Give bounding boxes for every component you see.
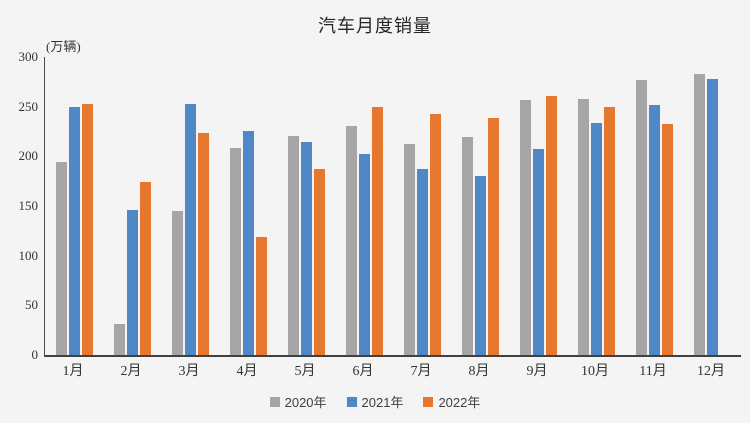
bar-2020年-10月 bbox=[577, 98, 589, 355]
bar-group-8月 bbox=[451, 57, 509, 355]
chart-title: 汽车月度销量 bbox=[318, 16, 432, 36]
legend-label-2020: 2020年 bbox=[284, 395, 327, 410]
bar-2022年-1月 bbox=[81, 103, 93, 355]
bar-2021年-10月 bbox=[590, 122, 602, 355]
legend-item-2022: 2022年 bbox=[423, 392, 480, 411]
plot-area bbox=[44, 57, 741, 357]
bar-2021年-7月 bbox=[416, 169, 428, 355]
bar-2021年-12月 bbox=[706, 78, 718, 355]
bar-2021年-4月 bbox=[242, 130, 254, 355]
bar-2022年-6月 bbox=[371, 106, 383, 355]
legend-swatch-2020 bbox=[269, 396, 280, 407]
x-tick-label-4月: 4月 bbox=[236, 364, 258, 379]
bar-2022年-8月 bbox=[487, 117, 499, 355]
legend: 2020年 2021年 2022年 bbox=[0, 392, 750, 411]
x-tick-label-8月: 8月 bbox=[468, 364, 490, 379]
legend-label-2021: 2021年 bbox=[361, 395, 404, 410]
legend-item-2020: 2020年 bbox=[269, 392, 327, 411]
bar-2020年-2月 bbox=[113, 324, 125, 355]
x-tick-label-3月: 3月 bbox=[178, 364, 200, 379]
bar-group-3月 bbox=[161, 57, 219, 355]
bar-group-11月 bbox=[625, 57, 683, 355]
y-tick-label: 150 bbox=[18, 198, 39, 213]
bar-2020年-11月 bbox=[635, 79, 647, 355]
legend-swatch-2021 bbox=[346, 396, 357, 407]
y-tick-label: 250 bbox=[18, 98, 39, 114]
x-tick-label-7月: 7月 bbox=[410, 364, 432, 379]
bar-2021年-9月 bbox=[532, 149, 544, 355]
bar-2021年-5月 bbox=[300, 142, 312, 355]
bar-2021年-1月 bbox=[68, 106, 80, 355]
x-tick-label-10月: 10月 bbox=[581, 364, 609, 379]
bar-2020年-12月 bbox=[693, 73, 705, 355]
bar-group-7月 bbox=[393, 57, 451, 355]
x-tick-label-11月: 11月 bbox=[639, 364, 667, 379]
bar-2021年-8月 bbox=[474, 176, 486, 355]
bar-group-1月 bbox=[45, 57, 103, 355]
bar-2020年-4月 bbox=[229, 148, 241, 355]
bar-2020年-8月 bbox=[461, 137, 473, 355]
bar-2022年-11月 bbox=[661, 123, 673, 355]
x-tick-label-9月: 9月 bbox=[526, 364, 548, 379]
bar-group-4月 bbox=[219, 57, 277, 355]
bar-2020年-1月 bbox=[55, 162, 67, 355]
bar-2021年-6月 bbox=[358, 154, 370, 355]
x-tick-label-6月: 6月 bbox=[352, 364, 374, 379]
bar-2021年-3月 bbox=[184, 103, 196, 355]
bar-group-10月 bbox=[567, 57, 625, 355]
bar-2021年-2月 bbox=[126, 209, 138, 355]
legend-item-2021: 2021年 bbox=[346, 392, 404, 411]
bar-group-2月 bbox=[103, 57, 161, 355]
bar-group-12月 bbox=[683, 57, 741, 355]
y-tick-label: 50 bbox=[25, 297, 38, 313]
bar-2021年-11月 bbox=[648, 104, 660, 355]
x-tick-label-2月: 2月 bbox=[120, 364, 142, 379]
y-tick-label: 300 bbox=[18, 49, 39, 64]
y-tick-label: 100 bbox=[18, 247, 39, 263]
bar-2022年-4月 bbox=[255, 236, 267, 355]
y-axis-unit-label: (万辆) bbox=[46, 39, 81, 54]
x-tick-label-5月: 5月 bbox=[294, 364, 316, 379]
x-axis-labels: 1月 2月 3月 4月 5月 6月 7月 8月 9月 10月 11月 12月 bbox=[44, 360, 740, 380]
bar-2020年-6月 bbox=[345, 125, 357, 355]
x-tick-label-1月: 1月 bbox=[62, 364, 84, 379]
legend-label-2022: 2022年 bbox=[438, 395, 481, 410]
bar-group-5月 bbox=[277, 57, 335, 355]
legend-swatch-2022 bbox=[423, 396, 434, 407]
bar-2022年-9月 bbox=[545, 95, 557, 355]
bar-2022年-3月 bbox=[197, 132, 209, 355]
bar-2022年-7月 bbox=[429, 113, 441, 355]
bar-groups bbox=[45, 57, 741, 355]
bar-2020年-5月 bbox=[287, 136, 299, 355]
bar-2022年-5月 bbox=[313, 169, 325, 355]
bar-2020年-9月 bbox=[519, 99, 531, 355]
bar-2022年-2月 bbox=[139, 182, 151, 355]
x-tick-label-12月: 12月 bbox=[697, 364, 725, 379]
bar-2020年-3月 bbox=[171, 210, 183, 355]
bar-2022年-10月 bbox=[603, 106, 615, 355]
y-tick-label: 200 bbox=[18, 148, 39, 164]
bar-group-9月 bbox=[509, 57, 567, 355]
bar-group-6月 bbox=[335, 57, 393, 355]
y-tick-label: 0 bbox=[31, 347, 39, 362]
bar-2020年-7月 bbox=[403, 144, 415, 355]
